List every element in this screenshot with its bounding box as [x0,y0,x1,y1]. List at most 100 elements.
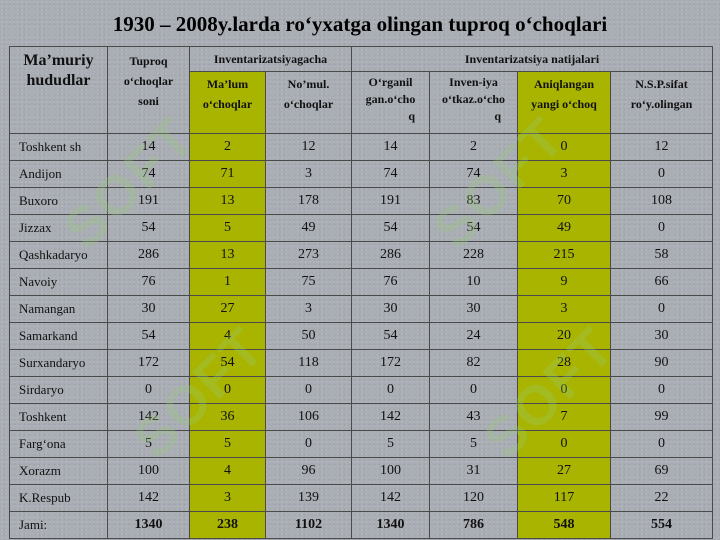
header-unknown: No’mul. o‘choqlar [264,71,353,134]
invalid-cell: 0 [429,376,519,404]
invalid-cell: 74 [429,160,519,188]
table-body: Toshkent sh 14 2 12 14 2 0 12 Andijon 74 71 3 74 74 3 0… [9,133,714,512]
table-header: Ma’muriy hududlar Tuproq o‘choqlar soni … [9,46,714,134]
total-label: Jami: [9,511,108,539]
nsp-cell: 0 [610,214,714,242]
invalid-cell: 54 [429,214,519,242]
header-studied-line: O‘rganil [368,75,413,89]
table-row: Surxandaryo 172 54 118 172 82 28 90 [9,349,714,377]
studied-cell: 100 [351,457,431,485]
count-cell: 286 [107,241,190,269]
header-known-line: o‘choqlar [202,97,253,111]
table-row: K.Respub 142 3 139 142 120 117 22 [9,484,714,512]
count-cell: 142 [107,403,190,431]
unknown-cell: 75 [264,268,353,296]
table-row: Samarkand 54 4 50 54 24 20 30 [9,322,714,350]
new-cell: 70 [517,187,612,215]
header-invalid-line: q [494,109,502,123]
nsp-cell: 22 [610,484,714,512]
total-studied: 1340 [351,511,431,539]
inventory-table: Ma’muriy hududlar Tuproq o‘choqlar soni … [9,46,714,539]
count-cell: 191 [107,187,190,215]
total-nsp: 554 [610,511,714,539]
nsp-cell: 12 [610,133,714,161]
table-row: Sirdaryo 0 0 0 0 0 0 0 [9,376,714,404]
unknown-cell: 273 [264,241,353,269]
nsp-cell: 108 [610,187,714,215]
known-cell: 13 [189,241,266,269]
new-cell: 28 [517,349,612,377]
table-footer: Jami: 1340 238 1102 1340 786 548 554 [9,511,714,539]
count-cell: 0 [107,376,190,404]
known-cell: 71 [189,160,266,188]
header-region: Ma’muriy hududlar [9,46,108,134]
invalid-cell: 30 [429,295,519,323]
invalid-cell: 120 [429,484,519,512]
count-cell: 142 [107,484,190,512]
count-cell: 172 [107,349,190,377]
nsp-cell: 90 [610,349,714,377]
studied-cell: 30 [351,295,431,323]
region-cell: Farg‘ona [9,430,108,458]
studied-cell: 14 [351,133,431,161]
known-cell: 4 [189,457,266,485]
count-cell: 54 [107,214,190,242]
studied-cell: 76 [351,268,431,296]
studied-cell: 74 [351,160,431,188]
header-studied-line: gan.o‘cho [365,92,416,106]
new-cell: 3 [517,295,612,323]
new-cell: 27 [517,457,612,485]
studied-cell: 5 [351,430,431,458]
table-row: Andijon 74 71 3 74 74 3 0 [9,160,714,188]
region-cell: Navoiy [9,268,108,296]
known-cell: 5 [189,430,266,458]
region-cell: Toshkent sh [9,133,108,161]
header-count: Tuproq o‘choqlar soni [107,46,190,134]
known-cell: 2 [189,133,266,161]
new-cell: 7 [517,403,612,431]
new-cell: 0 [517,133,612,161]
invalid-cell: 82 [429,349,519,377]
region-cell: Toshkent [9,403,108,431]
header-region-line: hududlar [26,72,91,89]
header-invalid: Inven-iya o‘tkaz.o‘cho q [429,71,519,134]
known-cell: 54 [189,349,266,377]
known-cell: 5 [189,214,266,242]
count-cell: 100 [107,457,190,485]
table-row: Navoiy 76 1 75 76 10 9 66 [9,268,714,296]
region-cell: Jizzax [9,214,108,242]
invalid-cell: 83 [429,187,519,215]
known-cell: 27 [189,295,266,323]
count-cell: 5 [107,430,190,458]
known-cell: 3 [189,484,266,512]
header-nsp: N.S.P.sifat ro‘y.olingan [610,71,714,134]
unknown-cell: 178 [264,187,353,215]
nsp-cell: 0 [610,376,714,404]
header-invalid-line: o‘tkaz.o‘cho [442,92,506,106]
known-cell: 4 [189,322,266,350]
table-row: Qashkadaryo 286 13 273 286 228 215 58 [9,241,714,269]
nsp-cell: 0 [610,160,714,188]
region-cell: Surxandaryo [9,349,108,377]
table-row: Farg‘ona 5 5 0 5 5 0 0 [9,430,714,458]
total-count: 1340 [107,511,190,539]
new-cell: 215 [517,241,612,269]
unknown-cell: 3 [264,160,353,188]
header-unknown-line: No’mul. [287,77,330,91]
header-nsp-line: N.S.P.sifat [635,77,688,91]
studied-cell: 0 [351,376,431,404]
header-region-line: Ma’muriy [23,52,94,69]
invalid-cell: 228 [429,241,519,269]
region-cell: Buxoro [9,187,108,215]
region-cell: Namangan [9,295,108,323]
invalid-cell: 10 [429,268,519,296]
count-cell: 74 [107,160,190,188]
unknown-cell: 3 [264,295,353,323]
header-new-line: yangi o‘choq [531,97,597,111]
header-count-line: soni [138,94,159,108]
unknown-cell: 0 [264,376,353,404]
nsp-cell: 66 [610,268,714,296]
count-cell: 14 [107,133,190,161]
unknown-cell: 50 [264,322,353,350]
new-cell: 117 [517,484,612,512]
